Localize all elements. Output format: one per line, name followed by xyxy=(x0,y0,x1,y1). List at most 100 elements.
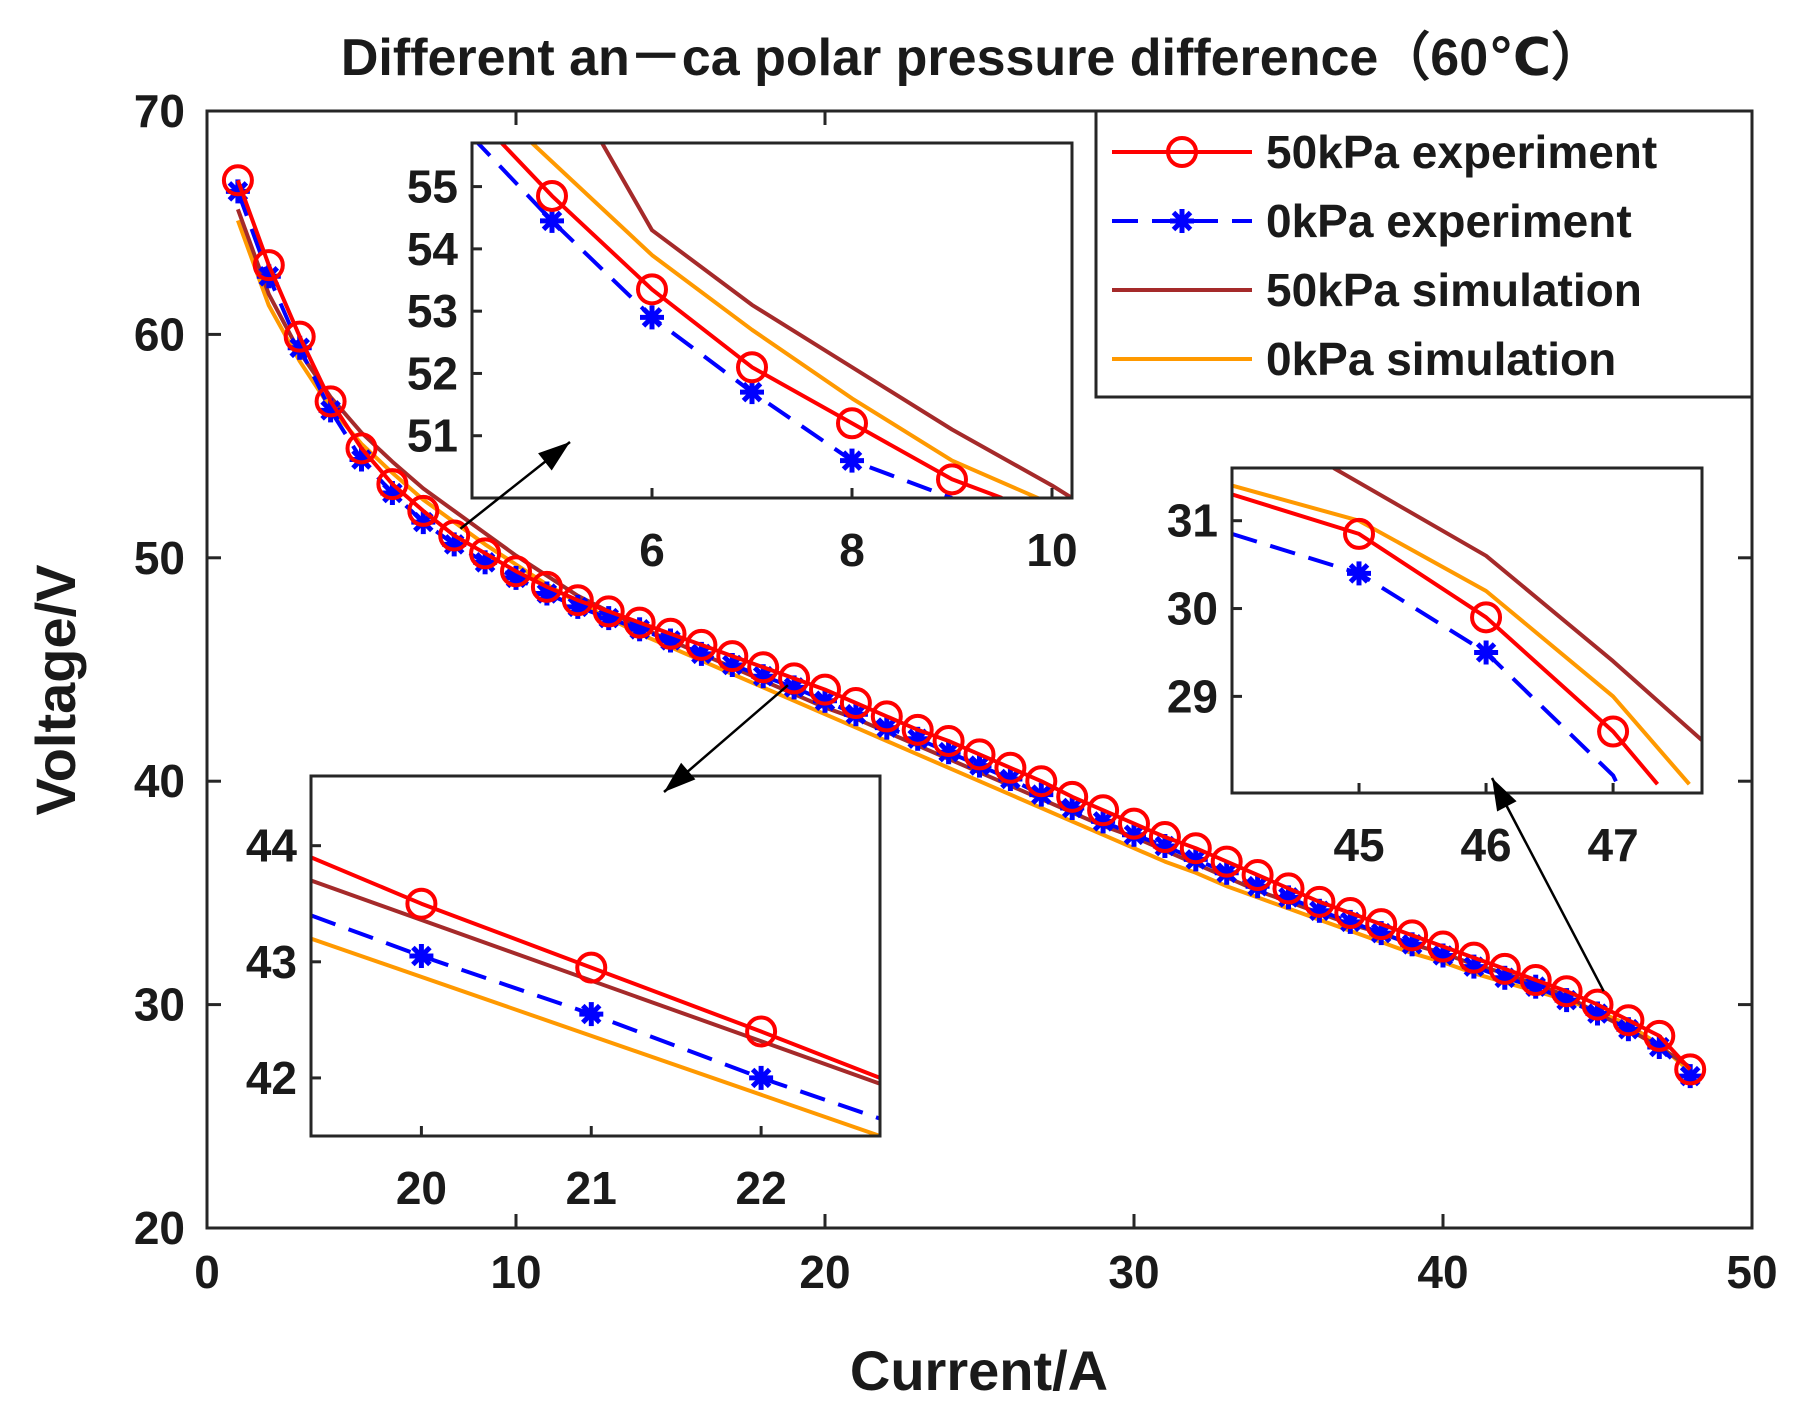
point-exp50-marker-45 xyxy=(1612,1004,1645,1037)
inset-top-point-exp0-marker-1 xyxy=(640,305,664,330)
point-exp50-marker-1 xyxy=(252,249,285,282)
y-tick-label-4: 60 xyxy=(134,308,185,360)
x-tick-label-0: 0 xyxy=(194,1246,220,1298)
inset-right: 45 46 47 29 30 31 xyxy=(1167,466,1704,871)
inset-bottom-data xyxy=(311,855,880,1136)
inset-bottom-point-exp0-marker-1-stroke xyxy=(581,1003,602,1025)
legend-marker-exp50 xyxy=(1166,136,1198,168)
inset-right-frame xyxy=(1230,466,1704,795)
point-exp0-marker-2-stroke xyxy=(289,337,310,359)
point-exp50-marker-14 xyxy=(654,617,687,650)
legend-box xyxy=(1094,109,1754,399)
point-exp50-marker-28 xyxy=(1087,794,1120,827)
legend-label-sim50: 50kPa simulation xyxy=(1266,264,1642,316)
point-exp0-marker-29-stroke xyxy=(1123,824,1145,846)
inset-top-x-tick-label-1: 8 xyxy=(839,524,865,576)
legend-label-exp50: 50kPa experiment xyxy=(1266,126,1657,178)
point-exp50-marker-32 xyxy=(1210,845,1243,878)
inset-top-x-tick-label-2: 10 xyxy=(1026,524,1077,576)
legend-label-exp0: 0kPa experiment xyxy=(1266,195,1632,247)
point-exp50-marker-31 xyxy=(1179,832,1212,865)
x-tick-label-5: 50 xyxy=(1726,1246,1777,1298)
zoom-arrow-line-2 xyxy=(1490,777,1605,992)
inset-bottom-x-tick-label-0: 20 xyxy=(396,1162,447,1214)
inset-bottom-frame xyxy=(309,774,882,1138)
point-exp50-marker-3 xyxy=(314,385,347,418)
point-exp50-marker-11 xyxy=(561,584,594,617)
point-exp0-marker-24-stroke xyxy=(969,755,990,776)
inset-right-y-tick-label-2: 31 xyxy=(1167,495,1218,547)
point-exp0-marker-19-stroke xyxy=(814,690,836,712)
point-exp50-marker-6 xyxy=(407,494,440,527)
point-exp50-marker-2 xyxy=(283,320,316,353)
inset-right-y-tick-label-1: 30 xyxy=(1167,583,1218,635)
inset-top-point-exp0-marker-1-stroke xyxy=(641,307,663,328)
point-exp50-marker-27 xyxy=(1056,780,1089,813)
point-exp50-marker-12 xyxy=(592,595,625,628)
inset-right-line-exp50 xyxy=(1232,492,1660,786)
inset-top-y-tick-label-3: 54 xyxy=(407,223,459,275)
point-exp0-marker-23 xyxy=(936,740,961,765)
inset-bottom-y-tick-label-0: 42 xyxy=(246,1052,297,1104)
inset-right-x-tick-label-1: 46 xyxy=(1460,819,1511,871)
legend-marker-exp0 xyxy=(1170,209,1194,233)
inset-top-data xyxy=(475,143,1072,498)
inset-top-y-tick-label-1: 52 xyxy=(407,347,458,399)
zoom-arrows xyxy=(459,441,1605,992)
point-exp50-marker-41 xyxy=(1488,952,1521,985)
point-exp0-marker-21-stroke xyxy=(876,717,898,738)
inset-top-line-exp0 xyxy=(475,143,953,498)
legend: 50kPa experiment 0kPa experiment 50kPa sim… xyxy=(1094,109,1754,399)
inset-top-point-exp0-marker-2-stroke xyxy=(741,381,763,403)
point-exp50-marker-24 xyxy=(963,738,996,771)
point-exp0-marker-23-stroke xyxy=(938,741,959,763)
point-exp50-marker-15 xyxy=(685,628,718,661)
point-exp50-marker-23 xyxy=(932,724,965,757)
point-exp50-marker-21 xyxy=(870,700,903,733)
point-exp50-marker-42 xyxy=(1519,964,1552,997)
inset-top-line-sim50 xyxy=(600,143,1072,498)
point-exp0-marker-33-stroke xyxy=(1247,875,1268,897)
inset-top-line-exp50 xyxy=(498,143,1003,498)
x-tick-label-3: 30 xyxy=(1108,1246,1159,1298)
y-tick-label-1: 30 xyxy=(134,979,185,1031)
inset-bottom-y-tick-label-2: 44 xyxy=(246,820,298,872)
inset-bottom-point-exp0-marker-0-stroke xyxy=(411,945,432,967)
point-exp50-marker-46 xyxy=(1643,1019,1676,1052)
inset-top-x-tick-label-0: 6 xyxy=(639,524,665,576)
inset-bottom-point-exp50-marker-1 xyxy=(575,951,608,984)
legend-entry-exp50: 50kPa experiment xyxy=(1112,126,1657,178)
inset-top-point-exp50-marker-2 xyxy=(736,351,768,384)
inset-right-data xyxy=(1232,468,1702,790)
point-exp0-marker-27-stroke xyxy=(1061,797,1083,819)
chart-title: Different an－ca polar pressure differenc… xyxy=(341,29,1603,87)
point-exp50-marker-7 xyxy=(438,519,471,552)
inset-right-point-exp0-marker-0 xyxy=(1347,561,1371,586)
legend-entry-exp0: 0kPa experiment xyxy=(1112,195,1632,247)
inset-bottom-x-tick-label-1: 21 xyxy=(566,1162,617,1214)
x-tick-label-4: 40 xyxy=(1417,1246,1468,1298)
point-exp50-marker-22 xyxy=(901,713,934,746)
inset-right-point-exp50-marker-0 xyxy=(1343,517,1376,550)
inset-top-y-tick-label-4: 55 xyxy=(407,161,458,213)
point-exp0-marker-25-stroke xyxy=(1000,768,1021,790)
point-exp50-marker-33 xyxy=(1241,859,1274,892)
point-exp50-marker-39 xyxy=(1427,930,1459,963)
inset-bottom-line-exp50 xyxy=(311,855,880,1080)
point-exp0-marker-28-stroke xyxy=(1092,811,1114,832)
point-exp0-marker-1-stroke xyxy=(258,266,280,287)
point-exp50-marker-10 xyxy=(530,570,563,603)
legend-marker-exp0-stroke xyxy=(1171,210,1193,232)
inset-bottom-point-exp50-marker-0 xyxy=(405,887,438,920)
inset-right-y-tick-label-0: 29 xyxy=(1167,670,1218,722)
inset-right-point-exp0-marker-1-stroke xyxy=(1475,642,1497,663)
inset-top: 6 8 10 51 52 53 54 55 xyxy=(407,141,1078,576)
inset-bottom-y-tick-label-1: 43 xyxy=(246,936,297,988)
inset-right-line-sim0 xyxy=(1232,483,1691,786)
point-exp50-marker-30 xyxy=(1148,821,1181,854)
insets: 6 8 10 51 52 53 54 55 20 21 22 42 43 44 45 46 47 29 30 31 xyxy=(246,141,1704,1214)
inset-bottom-line-sim0 xyxy=(311,936,880,1136)
point-exp50-marker-40 xyxy=(1457,941,1490,974)
point-exp50-marker-29 xyxy=(1118,807,1150,840)
x-tick-label-1: 10 xyxy=(490,1246,541,1298)
